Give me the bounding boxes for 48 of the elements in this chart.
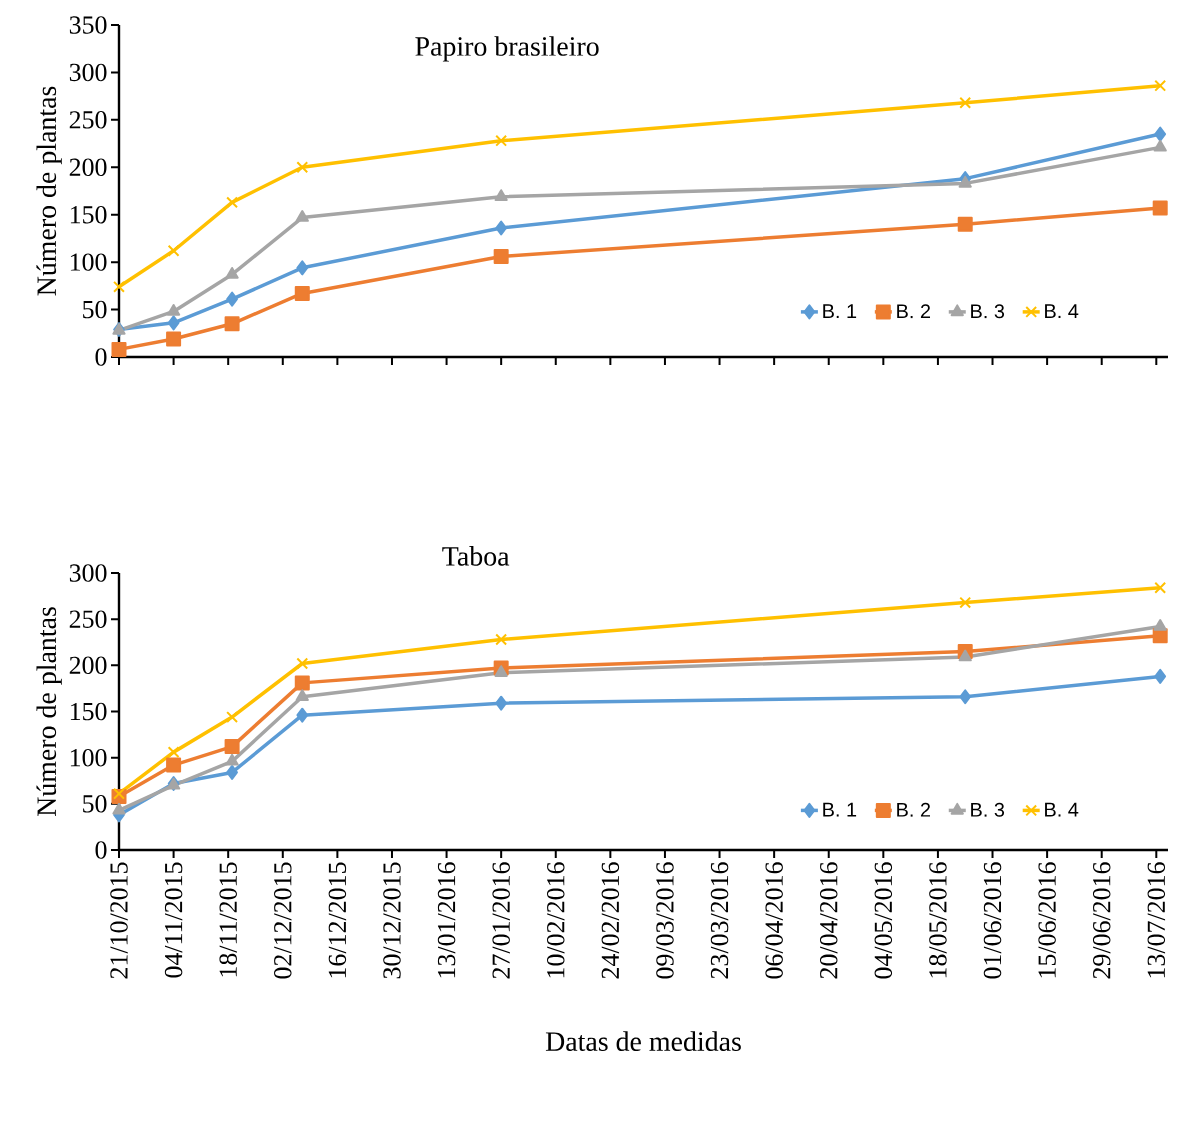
- x-tick-label: 01/06/2016: [983, 862, 1002, 979]
- legend-label: B. 2: [897, 304, 930, 319]
- legend-label: B. 3: [971, 304, 1005, 319]
- y-tick-label: 200: [69, 158, 107, 177]
- y-tick-label: 150: [70, 205, 107, 224]
- y-tick-label: 50: [83, 795, 107, 813]
- x-tick-label: 18/05/2016: [929, 862, 947, 978]
- legend-label: B. 4: [1045, 304, 1079, 319]
- y-tick-label: 150: [70, 702, 107, 721]
- y-axis-title: Número de plantas: [36, 607, 62, 817]
- legend-label: B. 1: [823, 802, 857, 817]
- legend-label: B. 3: [971, 802, 1005, 817]
- chart-title: Taboa: [442, 546, 510, 566]
- x-tick-label: 24/02/2016: [601, 862, 620, 979]
- x-axis-title: Datas de medidas: [545, 1031, 741, 1051]
- x-tick-label: 02/12/2015: [274, 862, 292, 979]
- y-tick-label: 300: [69, 564, 107, 582]
- x-tick-label: 20/04/2016: [819, 862, 838, 979]
- x-tick-label: 29/06/2016: [1092, 862, 1111, 979]
- y-tick-label: 350: [69, 16, 107, 34]
- y-tick-label: 100: [70, 253, 107, 271]
- x-tick-label: 10/02/2016: [547, 862, 565, 978]
- y-tick-label: 250: [69, 610, 107, 628]
- y-tick-label: 300: [69, 63, 107, 82]
- x-tick-label: 04/11/2015: [164, 862, 183, 978]
- x-tick-label: 18/11/2015: [219, 862, 237, 977]
- x-tick-label: 21/10/2015: [110, 862, 128, 979]
- x-tick-label: 09/03/2016: [656, 862, 674, 979]
- y-axis-title: Número de plantas: [36, 86, 62, 296]
- x-tick-label: 04/05/2016: [874, 862, 893, 979]
- legend-label: B. 2: [897, 802, 930, 817]
- x-tick-label: 13/07/2016: [1147, 862, 1166, 978]
- legend-label: B. 1: [823, 304, 857, 319]
- y-tick-label: 100: [70, 748, 107, 767]
- y-tick-label: 200: [69, 656, 107, 675]
- y-tick-label: 250: [69, 111, 107, 129]
- y-tick-label: 0: [95, 348, 107, 366]
- chart-title: Papiro brasileiro: [415, 36, 599, 62]
- x-tick-label: 16/12/2015: [328, 862, 347, 978]
- y-tick-label: 50: [83, 300, 107, 319]
- x-tick-label: 13/01/2016: [437, 862, 456, 978]
- x-tick-label: 23/03/2016: [710, 862, 729, 979]
- y-tick-label: 0: [95, 841, 107, 859]
- legend-label: B. 4: [1045, 802, 1079, 817]
- x-tick-label: 30/12/2015: [383, 862, 401, 979]
- x-tick-label: 06/04/2016: [765, 862, 783, 979]
- x-tick-label: 15/06/2016: [1038, 862, 1056, 978]
- x-tick-label: 27/01/2016: [492, 862, 510, 979]
